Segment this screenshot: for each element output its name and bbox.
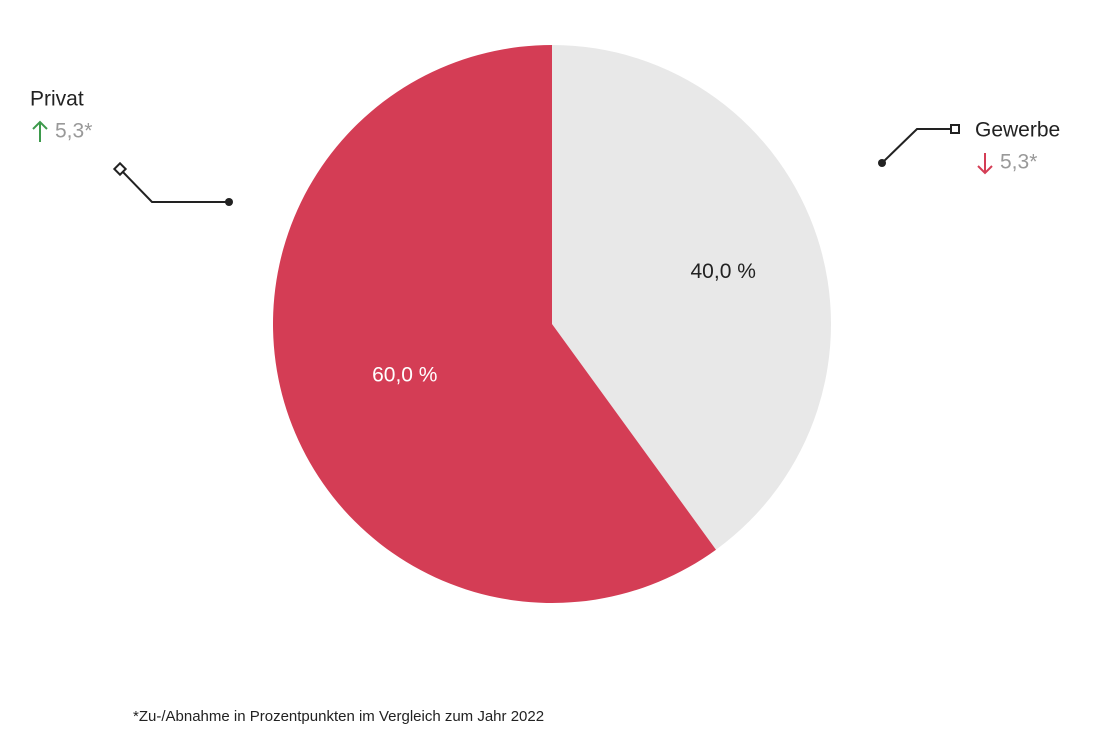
leader-line: [120, 169, 229, 203]
change-label: 5,3*: [1000, 151, 1037, 174]
leader-line: [881, 128, 951, 164]
pie-slice: [273, 45, 716, 604]
leader-square: [950, 124, 960, 134]
leader-dot: [878, 159, 886, 167]
value-label: 40,0 %: [691, 260, 756, 283]
leader-diamond: [112, 161, 128, 177]
leader-privat: [112, 161, 233, 206]
pie-slice: [552, 45, 832, 550]
category-label: Privat: [30, 88, 84, 111]
footnote: *Zu-/Abnahme in Prozentpunkten im Vergle…: [133, 708, 544, 725]
change-arrow: [32, 120, 48, 142]
category-label: Gewerbe: [975, 119, 1060, 142]
change-arrow: [977, 153, 993, 175]
arrow-head: [977, 165, 993, 175]
arrow-head: [32, 120, 48, 130]
leader-gewerbe: [878, 124, 960, 167]
value-label: 60,0 %: [372, 363, 437, 386]
leader-dot: [225, 198, 233, 206]
change-label: 5,3*: [55, 120, 92, 143]
